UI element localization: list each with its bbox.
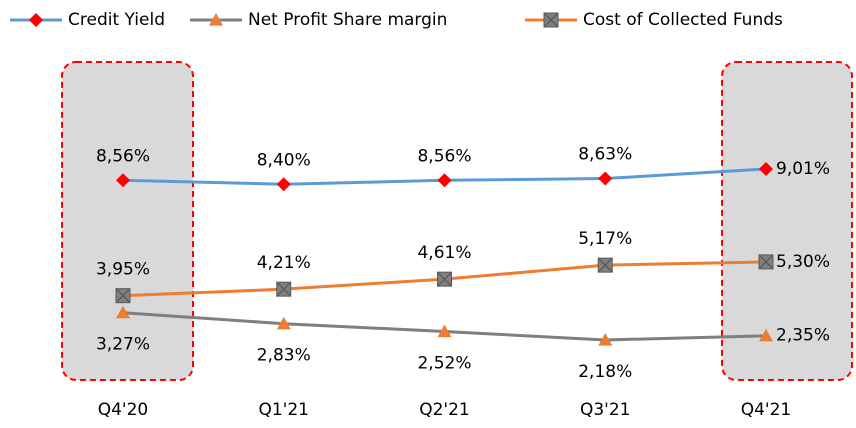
data-label: 2,18% xyxy=(578,362,632,382)
data-point-cross xyxy=(758,254,774,270)
data-point xyxy=(276,177,291,192)
highlight-box xyxy=(61,61,194,381)
highlight-box xyxy=(721,61,853,381)
data-point xyxy=(437,173,452,188)
data-label: 5,17% xyxy=(578,229,632,249)
data-point xyxy=(276,316,291,330)
legend-marker-cross xyxy=(543,12,559,28)
data-point xyxy=(759,328,773,342)
x-tick-label: Q4'21 xyxy=(741,400,792,420)
legend-label: Cost of Collected Funds xyxy=(583,10,783,30)
data-point-cross xyxy=(115,288,131,304)
x-tick-label: Q1'21 xyxy=(258,400,309,420)
data-label: 8,40% xyxy=(257,150,311,170)
x-tick-label: Q3'21 xyxy=(580,400,631,420)
data-label: 2,83% xyxy=(257,346,311,366)
data-point-cross xyxy=(597,257,613,273)
data-point-cross xyxy=(276,281,292,297)
data-label: 8,56% xyxy=(417,146,471,166)
data-label: 4,61% xyxy=(417,243,471,263)
data-label: 8,63% xyxy=(578,145,632,165)
data-label: 4,21% xyxy=(257,253,311,273)
legend-label: Net Profit Share margin xyxy=(248,10,447,30)
data-point xyxy=(116,173,130,188)
x-tick-label: Q4'20 xyxy=(98,400,149,420)
data-label: 2,35% xyxy=(776,326,830,346)
data-label: 3,27% xyxy=(96,335,150,355)
data-label: 2,52% xyxy=(417,353,471,373)
data-point xyxy=(759,162,773,176)
data-label: 8,56% xyxy=(96,146,150,166)
legend-marker xyxy=(209,13,223,26)
legend-marker xyxy=(29,13,43,27)
data-point xyxy=(598,333,613,346)
data-point xyxy=(116,305,130,319)
data-point xyxy=(598,171,613,186)
data-label: 5,30% xyxy=(776,252,830,272)
data-label: 9,01% xyxy=(776,159,830,179)
data-point-cross xyxy=(437,271,452,287)
data-label: 3,95% xyxy=(96,260,150,280)
legend-label: Credit Yield xyxy=(68,10,165,30)
data-point xyxy=(437,324,452,338)
x-tick-label: Q2'21 xyxy=(419,400,470,420)
